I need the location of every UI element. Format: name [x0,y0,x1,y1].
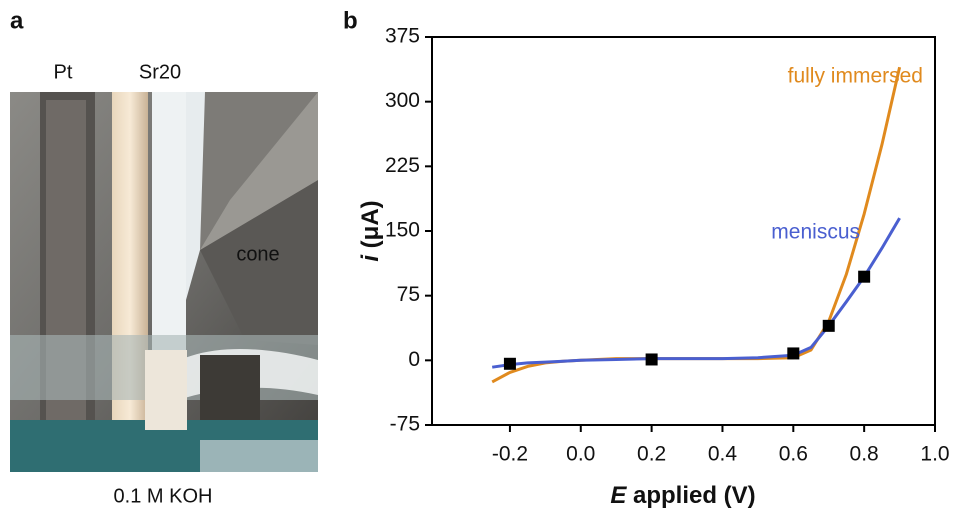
photo [10,92,318,472]
plot-frame [431,36,936,426]
marker [645,353,658,366]
panel-label: b [343,7,358,34]
photo-label: Pt [54,61,73,83]
series-label: meniscus [771,221,860,244]
y-axis-label: i (μA) [357,200,384,261]
x-axis-label: E applied (V) [610,482,755,509]
y-tick-label: 375 [385,25,420,48]
y-tick-label: -75 [390,413,420,436]
photo-label: Sr20 [139,61,181,83]
x-tick-label: 0.6 [779,443,808,466]
panel-label: a [10,7,24,34]
y-axis-symbol: i [357,254,384,262]
y-tick-label: 300 [385,89,420,112]
x-axis-symbol: E [610,482,627,509]
marker [858,270,871,283]
y-axis-unit: (μA) [357,200,384,248]
photo-caption: 0.1 M KOH [114,485,213,507]
x-tick-label: 1.0 [920,443,949,466]
series-label: fully immersed [788,65,923,88]
y-tick-label: 225 [385,154,420,177]
x-tick-label: 0.0 [566,443,595,466]
y-tick-label: 75 [397,283,420,306]
marker [787,347,800,360]
marker [503,357,516,370]
x-tick-label: -0.2 [492,443,528,466]
x-tick-label: 0.8 [850,443,879,466]
x-tick-label: 0.2 [637,443,666,466]
x-tick-label: 0.4 [708,443,738,466]
y-tick-label: 150 [385,219,420,242]
x-axis-unit: applied (V) [633,482,756,509]
photo-label: cone [236,243,279,265]
series-line [491,217,901,369]
marker [822,319,835,332]
y-tick-label: 0 [408,348,420,371]
